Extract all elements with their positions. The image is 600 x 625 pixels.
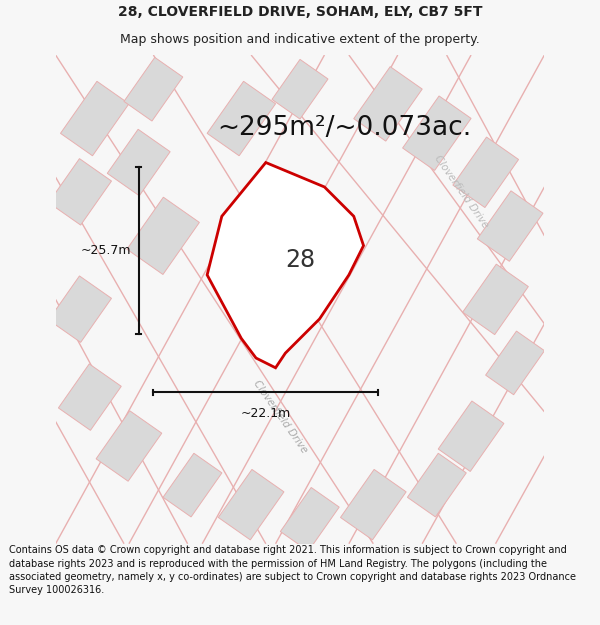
Polygon shape [218, 469, 284, 540]
Polygon shape [280, 488, 339, 551]
Polygon shape [107, 129, 170, 196]
Polygon shape [49, 159, 112, 225]
Polygon shape [61, 81, 129, 156]
Text: 28, CLOVERFIELD DRIVE, SOHAM, ELY, CB7 5FT: 28, CLOVERFIELD DRIVE, SOHAM, ELY, CB7 5… [118, 5, 482, 19]
Polygon shape [207, 81, 275, 156]
Polygon shape [58, 364, 121, 431]
Text: Cloverfield Drive: Cloverfield Drive [251, 378, 310, 455]
Polygon shape [485, 331, 544, 395]
Text: ~295m²/~0.073ac.: ~295m²/~0.073ac. [217, 115, 471, 141]
Polygon shape [124, 58, 183, 121]
Polygon shape [96, 411, 162, 481]
Text: 28: 28 [285, 248, 315, 272]
Polygon shape [438, 401, 504, 471]
Text: ~25.7m: ~25.7m [81, 244, 131, 257]
Polygon shape [207, 162, 364, 368]
Polygon shape [163, 453, 222, 517]
Polygon shape [478, 191, 543, 261]
Polygon shape [453, 137, 518, 208]
Text: Contains OS data © Crown copyright and database right 2021. This information is : Contains OS data © Crown copyright and d… [9, 546, 576, 595]
Polygon shape [354, 67, 422, 141]
Polygon shape [403, 96, 471, 171]
Text: Map shows position and indicative extent of the property.: Map shows position and indicative extent… [120, 33, 480, 46]
Polygon shape [407, 453, 466, 517]
Text: ~22.1m: ~22.1m [241, 407, 291, 420]
Polygon shape [256, 214, 325, 287]
Polygon shape [340, 469, 406, 540]
Polygon shape [127, 198, 199, 274]
Polygon shape [463, 264, 529, 334]
Polygon shape [272, 59, 328, 119]
Text: Cloverfield Drive: Cloverfield Drive [433, 154, 490, 230]
Polygon shape [49, 276, 112, 342]
